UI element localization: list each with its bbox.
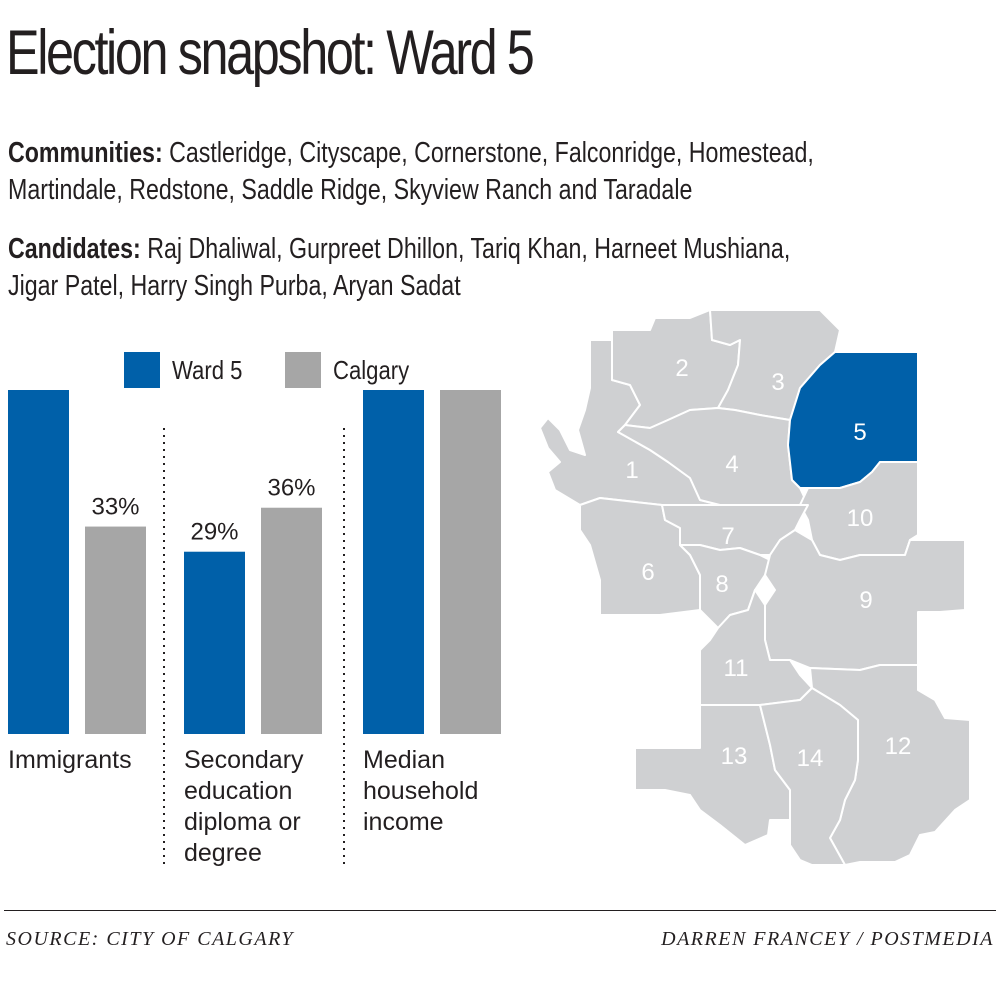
- ward-14-region: [759, 687, 859, 866]
- legend-label-ward5: Ward 5: [172, 354, 243, 385]
- bar-chart: 55%33%Immigrants29%36%Secondaryeducation…: [8, 390, 501, 868]
- footer-divider: [4, 910, 996, 911]
- ward-1-label: 1: [625, 457, 638, 484]
- category-label-3-line-1: Median: [363, 746, 445, 774]
- ward-7-label: 7: [721, 523, 734, 550]
- ward-3-label: 3: [771, 369, 784, 396]
- data-label-calgary-2: 36%: [267, 475, 315, 502]
- candidates-label: Candidates:: [8, 233, 141, 265]
- category-label-2-line-2: education: [184, 777, 292, 805]
- data-label-ward-5-2: 29%: [190, 519, 238, 546]
- legend-swatch-ward5: [124, 352, 160, 388]
- communities-label: Communities:: [8, 137, 163, 169]
- candidates-list-line2: Jigar Patel, Harry Singh Purba, Aryan Sa…: [8, 270, 461, 302]
- legend-calgary: Calgary: [285, 352, 423, 388]
- ward-map: 1 2 3 4 5 6 7 8 9 10 11 12 13 14: [539, 309, 971, 866]
- legend-ward5: Ward 5: [124, 352, 255, 388]
- ward-11-region: [699, 589, 813, 706]
- author-credit: DARREN FRANCEY / POSTMEDIA: [661, 928, 994, 950]
- communities-list: Castleridge, Cityscape, Cornerstone, Fal…: [162, 137, 814, 169]
- category-label-3-line-2: household: [363, 777, 478, 805]
- category-label-2-line-3: diploma or: [184, 808, 301, 836]
- candidates-list: Raj Dhaliwal, Gurpreet Dhillon, Tariq Kh…: [140, 233, 791, 265]
- data-label-calgary-1: 33%: [91, 494, 139, 521]
- category-label-3-line-3: income: [363, 808, 444, 836]
- ward-11-label: 11: [724, 655, 749, 682]
- bar-calgary-3: [440, 390, 501, 734]
- category-label-2-line-4: degree: [184, 839, 262, 867]
- legend-swatch-calgary: [285, 352, 321, 388]
- ward-4-label: 4: [725, 451, 738, 478]
- communities-text: Communities: Castleridge, Cityscape, Cor…: [8, 135, 968, 209]
- bar-calgary-2: [261, 507, 322, 734]
- bar-ward-5-1: [8, 390, 69, 734]
- bar-ward-5-2: [184, 551, 245, 734]
- bar-ward-5-3: [363, 390, 424, 734]
- ward-2-label: 2: [675, 355, 688, 382]
- ward-13-label: 13: [721, 743, 748, 770]
- ward-12-label: 12: [885, 733, 912, 760]
- bar-calgary-1: [85, 526, 146, 734]
- category-label-2-line-1: Secondary: [184, 746, 304, 774]
- ward-14-label: 14: [797, 745, 824, 772]
- ward-10-label: 10: [847, 505, 874, 532]
- ward-9-label: 9: [859, 587, 872, 614]
- ward-8-label: 8: [715, 571, 728, 598]
- category-label-1-line-1: Immigrants: [8, 746, 132, 774]
- ward-6-label: 6: [641, 559, 654, 586]
- source-credit: SOURCE: CITY OF CALGARY: [6, 928, 295, 950]
- candidates-text: Candidates: Raj Dhaliwal, Gurpreet Dhill…: [8, 231, 968, 305]
- legend-label-calgary: Calgary: [333, 354, 410, 385]
- page-title: Election snapshot: Ward 5: [6, 18, 535, 88]
- ward-5-label: 5: [853, 419, 866, 446]
- communities-list-line2: Martindale, Redstone, Saddle Ridge, Skyv…: [8, 174, 693, 206]
